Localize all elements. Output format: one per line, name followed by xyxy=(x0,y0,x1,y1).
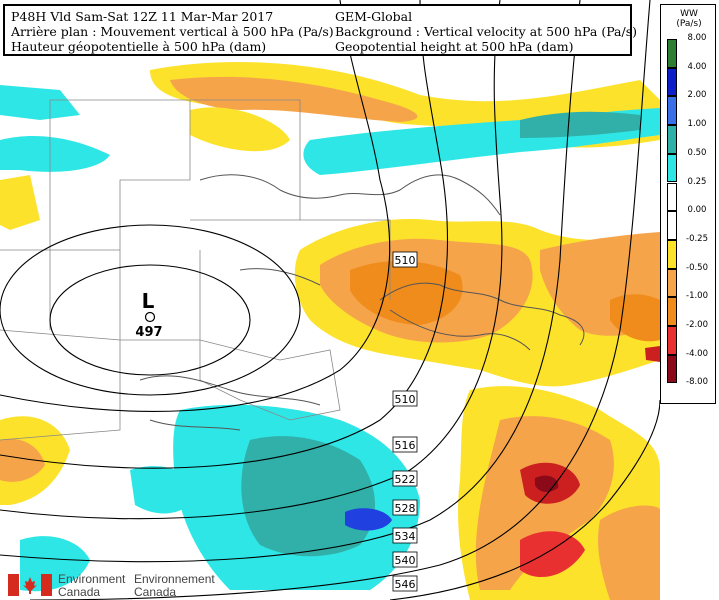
contour-label-522: 522 xyxy=(392,470,418,487)
geopotential-contours xyxy=(0,0,660,600)
legend-label: 0.00 xyxy=(687,205,707,216)
legend-swatch xyxy=(667,326,677,355)
svg-text:516: 516 xyxy=(395,439,416,452)
logo-text-en-2: Canada xyxy=(58,585,101,599)
legend-swatch xyxy=(667,211,677,240)
legend-swatch xyxy=(667,153,677,183)
svg-text:510: 510 xyxy=(395,393,416,406)
legend-label: -2.00 xyxy=(686,320,708,330)
contour-label-510a: 510 xyxy=(392,251,418,268)
contour-label-540: 540 xyxy=(392,551,418,568)
political-boundaries xyxy=(0,99,391,441)
svg-text:546: 546 xyxy=(395,578,416,591)
contour-label-534: 534 xyxy=(392,527,418,544)
low-center-marker-icon xyxy=(144,311,156,323)
header-height-fr: Hauteur géopotentielle à 500 hPa (dam) xyxy=(11,39,267,54)
legend-label: -1.00 xyxy=(686,291,708,302)
low-pressure-symbol: L xyxy=(142,289,155,313)
svg-text:540: 540 xyxy=(395,554,416,567)
legend-swatch xyxy=(667,182,677,212)
header-height-en: Geopotential height at 500 hPa (dam) xyxy=(335,39,574,54)
logo-text-en-1: Environment xyxy=(58,572,126,586)
legend-swatch xyxy=(667,354,677,384)
svg-text:534: 534 xyxy=(395,530,416,543)
header-background-en: Background : Vertical velocity at 500 hP… xyxy=(335,24,638,39)
legend-swatch xyxy=(667,39,677,68)
header-forecast-line: P48H Vld Sam-Sat 12Z 11 Mar-Mar 2017 xyxy=(11,9,274,24)
logo-text-fr-2: Canada xyxy=(134,585,177,599)
legend-label: 2.00 xyxy=(687,90,707,101)
low-pressure-center: L 497 xyxy=(135,289,162,340)
legend-swatch xyxy=(667,125,677,154)
legend-label: 0.25 xyxy=(687,176,707,187)
legend-label: 8.00 xyxy=(687,33,707,43)
header-model-name: GEM-Global xyxy=(335,9,413,24)
header-background-fr: Arrière plan : Mouvement vertical à 500 … xyxy=(11,24,334,39)
vertical-velocity-shading xyxy=(0,62,660,600)
svg-text:510: 510 xyxy=(395,254,416,267)
legend-label: -0.25 xyxy=(686,233,708,244)
logo-text-fr-1: Environnement xyxy=(134,572,215,586)
legend-swatch xyxy=(667,297,677,326)
contour-label-528: 528 xyxy=(392,499,418,516)
legend-label: 0.50 xyxy=(687,147,707,158)
legend-swatch xyxy=(667,96,677,126)
header-left-column: P48H Vld Sam-Sat 12Z 11 Mar-Mar 2017 Arr… xyxy=(11,9,334,54)
legend-swatch xyxy=(667,239,677,269)
legend-unit: (Pa/s) xyxy=(676,19,702,29)
canada-flag-icon xyxy=(8,574,52,596)
svg-text:528: 528 xyxy=(395,502,416,515)
low-pressure-value: 497 xyxy=(135,325,162,340)
legend-label: 1.00 xyxy=(687,119,707,130)
agency-logo: Environment Canada Environnement Canada xyxy=(4,572,234,600)
legend-swatch xyxy=(667,268,677,298)
weather-map: 510 510 516 522 528 534 540 546 L 497 xyxy=(0,0,660,600)
legend-label: 4.00 xyxy=(687,61,707,72)
map-header: P48H Vld Sam-Sat 12Z 11 Mar-Mar 2017 Arr… xyxy=(3,4,637,56)
legend-swatch xyxy=(667,67,677,97)
color-legend: WW (Pa/s) 8.00 4.00 2.00 1.00 0.50 0.25 0.00 -0… xyxy=(660,4,716,404)
legend-label: -4.00 xyxy=(686,348,708,359)
contour-labels: 510 510 516 522 528 534 540 546 xyxy=(392,251,418,592)
contour-label-546: 546 xyxy=(392,575,418,592)
legend-label: -8.00 xyxy=(686,377,708,388)
contour-label-516: 516 xyxy=(392,436,418,453)
header-right-column: GEM-Global Background : Vertical velocit… xyxy=(335,9,637,54)
legend-label: -0.50 xyxy=(686,262,708,273)
legend-title: WW xyxy=(680,9,698,19)
svg-text:522: 522 xyxy=(395,473,416,486)
contour-label-510b: 510 xyxy=(392,390,418,407)
